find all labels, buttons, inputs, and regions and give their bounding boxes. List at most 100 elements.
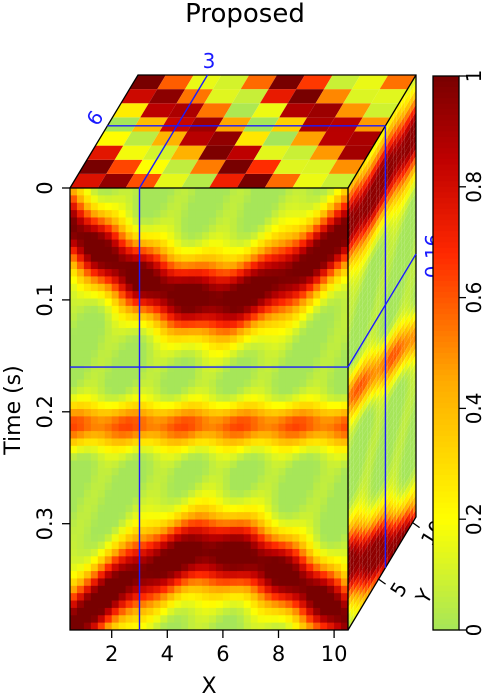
front-cell xyxy=(104,202,113,211)
side-cell xyxy=(399,120,402,133)
side-cell xyxy=(407,430,411,443)
front-cell xyxy=(195,291,203,300)
front-cell xyxy=(70,512,78,521)
side-cell xyxy=(373,236,377,249)
front-cell xyxy=(153,269,161,277)
side-cell xyxy=(373,266,377,279)
side-cell xyxy=(350,605,354,618)
side-cell xyxy=(404,103,408,116)
front-cell xyxy=(76,342,85,351)
side-cell xyxy=(382,539,385,552)
front-cell xyxy=(111,224,120,233)
side-cell xyxy=(359,193,363,206)
front-cell xyxy=(250,563,259,572)
front-cell xyxy=(320,335,328,344)
front-cell xyxy=(160,512,168,521)
front-cell xyxy=(90,445,99,454)
front-cell xyxy=(215,202,224,211)
side-cell xyxy=(387,360,391,373)
front-cell xyxy=(313,394,321,403)
side-cell xyxy=(396,383,399,396)
front-cell xyxy=(153,578,161,587)
front-cell xyxy=(181,372,189,381)
front-cell xyxy=(111,232,120,241)
front-cell xyxy=(90,534,99,543)
side-cell xyxy=(376,239,380,252)
side-cell xyxy=(365,412,368,425)
front-cell xyxy=(229,438,238,447)
front-cell xyxy=(83,431,92,440)
side-cell xyxy=(362,557,365,570)
side-cell xyxy=(362,159,365,172)
front-cell xyxy=(188,386,196,395)
front-cell xyxy=(215,512,224,521)
front-cell xyxy=(209,556,217,565)
front-cell xyxy=(181,504,189,513)
front-cell xyxy=(146,261,154,270)
front-cell xyxy=(188,490,196,498)
side-cell xyxy=(407,519,411,532)
side-cell xyxy=(396,339,399,352)
side-cell xyxy=(350,259,354,272)
front-cell xyxy=(236,615,245,624)
front-cell xyxy=(97,615,106,624)
front-cell xyxy=(271,217,280,226)
side-cell xyxy=(373,295,377,308)
front-cell xyxy=(215,460,224,469)
front-cell xyxy=(306,460,314,469)
front-cell xyxy=(313,578,321,587)
front-cell xyxy=(229,482,238,491)
front-cell xyxy=(153,593,161,602)
side-cell xyxy=(413,377,416,390)
side-cell xyxy=(376,556,380,569)
front-cell xyxy=(70,298,78,307)
side-cell xyxy=(359,363,363,376)
side-cell xyxy=(410,182,414,195)
front-cell xyxy=(76,305,85,314)
front-cell xyxy=(160,615,168,624)
side-cell xyxy=(356,478,360,491)
front-cell xyxy=(167,335,175,344)
side-cell xyxy=(367,201,371,214)
front-cell xyxy=(118,261,127,270)
side-cell xyxy=(401,521,405,534)
front-cell xyxy=(285,401,293,410)
front-cell xyxy=(153,386,161,395)
front-cell xyxy=(250,593,259,602)
front-cell xyxy=(341,320,348,329)
front-cell xyxy=(139,188,148,196)
front-cell xyxy=(306,563,314,572)
front-cell xyxy=(167,386,175,395)
colorbar-cell xyxy=(433,508,459,515)
side-cell xyxy=(396,501,399,514)
side-cell xyxy=(348,374,351,387)
side-cell xyxy=(390,348,394,361)
front-cell xyxy=(125,453,134,462)
front-cell xyxy=(90,283,99,292)
front-cell xyxy=(299,269,307,277)
front-cell xyxy=(118,615,127,624)
front-cell xyxy=(118,571,127,580)
side-cell xyxy=(393,373,397,386)
front-cell xyxy=(264,453,273,462)
front-cell xyxy=(341,541,348,550)
side-cell xyxy=(348,242,351,255)
front-cell xyxy=(202,320,210,329)
front-cell xyxy=(229,210,238,219)
front-cell xyxy=(306,534,314,543)
side-cell xyxy=(396,405,399,418)
front-cell xyxy=(153,254,161,263)
side-cell xyxy=(359,392,363,405)
front-cell xyxy=(299,423,307,432)
front-cell xyxy=(160,431,168,440)
front-cell xyxy=(209,607,217,616)
front-cell xyxy=(111,548,120,557)
front-cell xyxy=(139,210,148,219)
front-cell xyxy=(271,585,280,594)
side-cell xyxy=(362,528,365,541)
side-cell xyxy=(370,381,374,394)
front-cell xyxy=(97,438,106,447)
front-cell xyxy=(111,350,120,359)
front-cell xyxy=(341,224,348,233)
front-cell xyxy=(70,327,78,336)
